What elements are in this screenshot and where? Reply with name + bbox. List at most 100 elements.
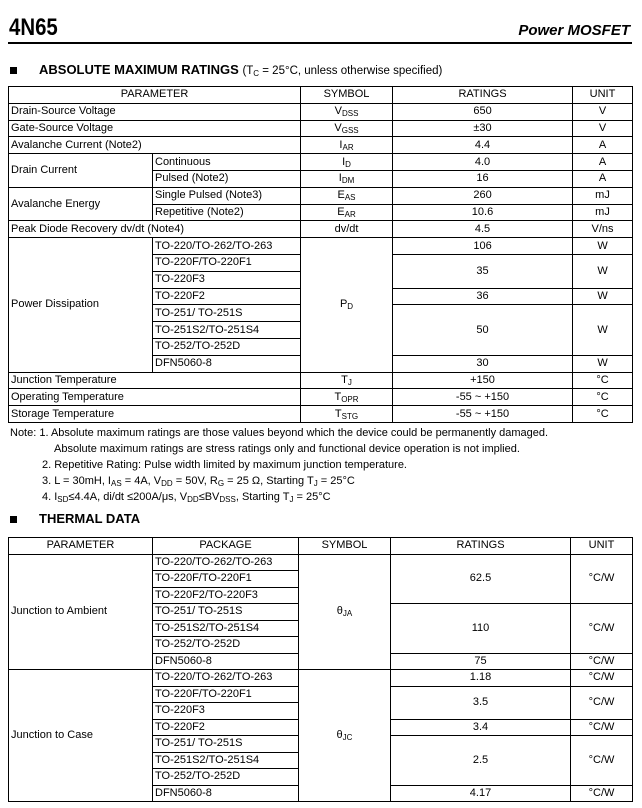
package-cell: DFN5060-8	[152, 784, 299, 802]
table-row: PARAMETER PACKAGE SYMBOL RATINGS UNIT	[8, 537, 633, 555]
package-cell: TO-251S2/TO-251S4	[151, 321, 302, 339]
unit-cell: °C	[572, 388, 634, 407]
rating-cell: 3.5	[390, 685, 571, 720]
rating-cell: 36	[392, 287, 574, 306]
package-cell: TO-220F3	[152, 702, 299, 720]
rating-cell: +150	[392, 371, 574, 390]
unit-cell: °C/W	[570, 718, 633, 736]
rating-cell: 650	[392, 102, 574, 121]
table-row: Avalanche Current (Note2) IAR 4.4 A	[7, 136, 634, 155]
unit-cell: W	[572, 304, 634, 356]
note-line: 4. ISD≤4.4A, di/dt ≤200A/μs, VDD≤BVDSS, …	[42, 491, 331, 504]
note-line: 2. Repetitive Rating: Pulse width limite…	[42, 459, 407, 471]
symbol-cell: IAR	[300, 136, 394, 155]
package-cell: TO-251/ TO-251S	[152, 735, 299, 753]
rating-cell: 4.0	[392, 153, 574, 171]
parameter-cell: Drain Current	[8, 153, 153, 188]
section-heading-thermal: THERMAL DATA	[10, 511, 140, 526]
condition-cell: Single Pulsed (Note3)	[151, 186, 302, 205]
package-cell: TO-220F/TO-220F1	[151, 253, 302, 272]
column-header-parameter: PARAMETER	[7, 86, 302, 104]
unit-cell: °C/W	[570, 553, 633, 604]
table-row: TO-252/TO-252D	[9, 636, 633, 654]
rating-cell: 2.5	[390, 735, 571, 786]
unit-cell: A	[572, 169, 634, 188]
section-heading-amr: ABSOLUTE MAXIMUM RATINGS (TC = 25°C, unl…	[10, 62, 442, 78]
rating-cell: 35	[392, 253, 574, 289]
unit-cell: °C/W	[570, 652, 633, 670]
rating-cell: 106	[392, 237, 574, 255]
parameter-cell: Peak Diode Recovery dv/dt (Note4)	[7, 220, 302, 239]
section-title: THERMAL DATA	[39, 511, 141, 526]
symbol-cell: TSTG	[300, 405, 394, 423]
table-row: TO-220F3	[9, 270, 633, 289]
thermal-data-table: PARAMETER PACKAGE SYMBOL RATINGS UNIT Junctio…	[8, 537, 633, 802]
column-header-symbol: SYMBOL	[300, 86, 394, 104]
symbol-cell: TJ	[300, 371, 394, 390]
note-line: Note: 1. Absolute maximum ratings are th…	[10, 427, 549, 439]
bullet-square-icon	[10, 67, 17, 75]
rating-cell: 16	[392, 169, 574, 188]
condition-cell: Continuous	[151, 153, 302, 171]
rating-cell: 62.5	[390, 553, 571, 604]
table-row: TO-220F/TO-220F1 35 W	[9, 253, 634, 289]
unit-cell: W	[572, 237, 634, 255]
package-cell: TO-252/TO-252D	[152, 768, 299, 786]
package-cell: TO-220F2	[151, 287, 302, 306]
header-rule	[8, 42, 632, 44]
unit-cell: °C/W	[570, 669, 633, 687]
rating-cell: ±30	[392, 119, 574, 138]
table-row: Avalanche Energy Single Pulsed (Note3) EAS…	[8, 186, 634, 222]
bullet-square-icon	[10, 516, 17, 524]
table-row: TO-220F/TO-220F1	[9, 570, 633, 588]
parameter-cell: Storage Temperature	[7, 405, 302, 423]
rating-cell: 4.5	[392, 220, 574, 239]
column-header-ratings: RATINGS	[390, 537, 571, 555]
table-row: Power Dissipation TO-220/TO-262/TO-263 PD 1…	[8, 237, 634, 373]
package-cell: DFN5060-8	[151, 354, 302, 373]
parameter-cell: Power Dissipation	[8, 237, 153, 373]
table-row: Operating Temperature TOPR -55 ~ +150 °C	[7, 388, 634, 407]
table-row: PARAMETER SYMBOL RATINGS UNIT	[7, 86, 634, 104]
column-header-unit: UNIT	[570, 537, 633, 555]
table-row: Drain-Source Voltage VDSS 650 V	[7, 102, 634, 121]
parameter-cell: Gate-Source Voltage	[7, 119, 302, 138]
parameter-cell: Avalanche Current (Note2)	[7, 136, 302, 155]
unit-cell: °C	[572, 371, 634, 390]
rating-cell: 50	[392, 304, 574, 356]
section-title: ABSOLUTE MAXIMUM RATINGS	[39, 62, 239, 77]
rating-cell: 1.18	[390, 669, 571, 687]
table-row: Drain Current Continuous ID 4.0 A	[8, 153, 634, 188]
rating-cell: 4.17	[390, 784, 571, 802]
table-row: TO-251/ TO-251S 2.5 °C/W	[9, 735, 633, 786]
package-cell: TO-220F3	[151, 270, 302, 289]
parameter-cell: Avalanche Energy	[8, 186, 153, 222]
symbol-cell: VGSS	[300, 119, 394, 138]
parameter-cell: Junction to Case	[8, 669, 153, 802]
symbol-cell: TOPR	[300, 388, 394, 407]
package-cell: TO-220F/TO-220F1	[152, 570, 299, 588]
table-row: Storage Temperature TSTG -55 ~ +150 °C	[7, 405, 634, 423]
symbol-cell: ID	[300, 153, 394, 171]
parameter-cell: Operating Temperature	[7, 388, 302, 407]
unit-cell: °C/W	[570, 685, 633, 720]
column-header-unit: UNIT	[572, 86, 634, 104]
package-cell: TO-251S2/TO-251S4	[152, 619, 299, 637]
parameter-cell: Drain-Source Voltage	[7, 102, 302, 121]
unit-cell: W	[572, 354, 634, 373]
table-row: Junction to Ambient TO-220/TO-262/TO-263 θ…	[8, 553, 633, 670]
document-subtitle: Power MOSFET	[518, 22, 630, 39]
package-cell: TO-251/ TO-251S	[152, 603, 299, 621]
table-row: Gate-Source Voltage VGSS ±30 V	[7, 119, 634, 138]
unit-cell: mJ	[572, 203, 634, 222]
unit-cell: V	[572, 119, 634, 138]
symbol-cell: dv/dt	[300, 220, 394, 239]
column-header-symbol: SYMBOL	[298, 537, 391, 555]
package-cell: TO-220/TO-262/TO-263	[152, 553, 299, 571]
symbol-cell: θJC	[298, 669, 391, 802]
table-row: TO-251/ TO-251S 110 °C/W	[9, 603, 633, 654]
absolute-maximum-ratings-table: PARAMETER SYMBOL RATINGS UNIT Drain-Source V…	[7, 86, 634, 423]
part-number: 4N65	[9, 14, 58, 41]
table-row: Junction Temperature TJ +150 °C	[7, 371, 634, 390]
condition-cell: Repetitive (Note2)	[151, 203, 302, 222]
